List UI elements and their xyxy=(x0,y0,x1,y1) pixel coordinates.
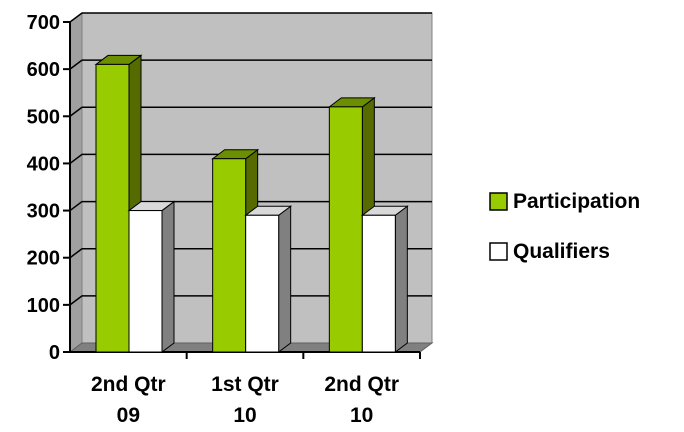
x-category-label: 1st Qtr xyxy=(211,373,279,396)
legend-swatch-qualifiers xyxy=(489,242,508,261)
bar-side-qualifiers xyxy=(394,205,408,353)
bars xyxy=(94,54,409,354)
y-tick-label: 700 xyxy=(27,12,60,34)
y-tick-label: 0 xyxy=(49,342,60,364)
y-tick-label: 200 xyxy=(27,248,60,270)
gridline xyxy=(69,12,432,23)
legend: Participation Qualifiers xyxy=(489,190,640,263)
gridline xyxy=(69,106,432,117)
y-tick-label: 400 xyxy=(27,153,60,175)
x-category-label: 2nd Qtr xyxy=(91,373,166,396)
gridline xyxy=(69,153,432,165)
gridlines xyxy=(69,12,432,306)
bar-qualifiers xyxy=(245,214,280,353)
bar-participation xyxy=(212,158,247,353)
bar-participation xyxy=(328,106,363,353)
legend-label-qualifiers: Qualifiers xyxy=(513,240,610,263)
x-axis-category-labels: 2nd Qtr 09 1st Qtr 10 2nd Qtr 10 xyxy=(91,373,399,427)
legend-swatch-participation xyxy=(489,192,508,211)
y-axis-tick-labels: 0 100 200 300 400 500 600 700 xyxy=(27,12,60,364)
x-category-label: 09 xyxy=(117,404,140,427)
x-category-label: 10 xyxy=(233,404,256,427)
y-tick-label: 500 xyxy=(27,106,60,128)
gridline xyxy=(69,295,432,306)
gridline xyxy=(69,200,432,212)
bar-side-qualifiers xyxy=(278,205,292,353)
bar-qualifiers xyxy=(361,214,396,353)
gridline xyxy=(69,59,432,70)
bar-participation xyxy=(95,63,130,353)
bar-side-qualifiers xyxy=(161,200,175,353)
y-tick-label: 100 xyxy=(27,295,60,317)
x-category-label: 10 xyxy=(350,404,373,427)
x-category-label: 2nd Qtr xyxy=(324,373,399,396)
y-tick-label: 600 xyxy=(27,59,60,81)
bar-qualifiers xyxy=(128,210,163,353)
gridline xyxy=(69,247,432,259)
legend-label-participation: Participation xyxy=(513,190,640,213)
y-tick-label: 300 xyxy=(27,201,60,223)
